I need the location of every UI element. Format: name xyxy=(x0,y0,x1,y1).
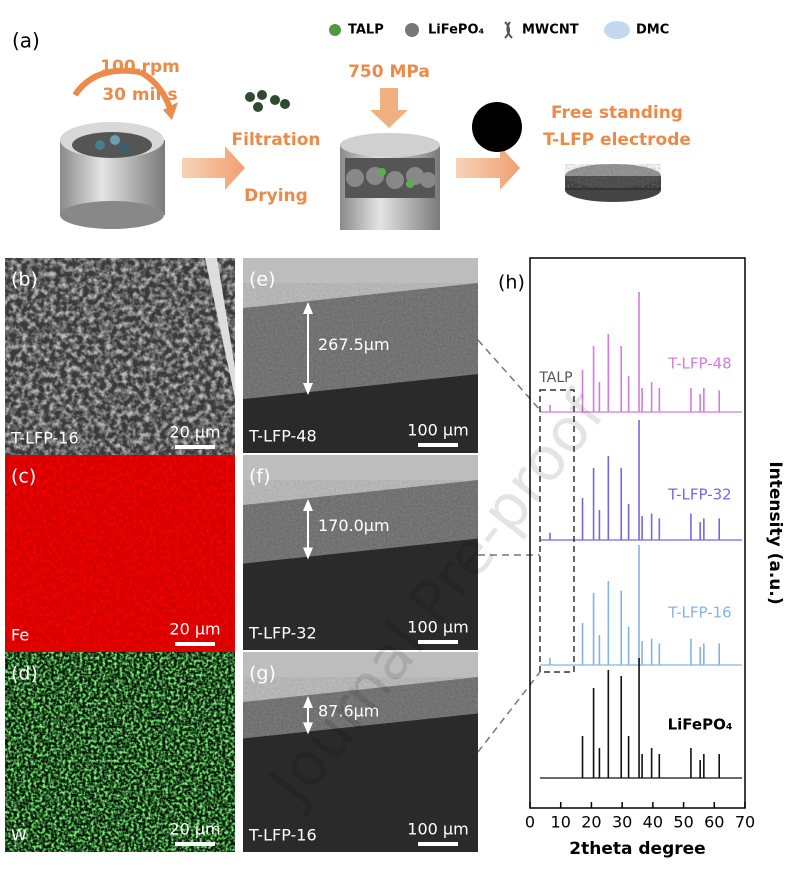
step-label: Drying xyxy=(244,186,308,206)
micrograph: 87.6μm (g) T-LFP-16 100 μm xyxy=(243,652,478,852)
section-grain xyxy=(243,480,478,564)
talp-box xyxy=(539,389,575,673)
panel-label: (c) xyxy=(11,466,36,488)
scale-label: 100 μm xyxy=(407,820,468,839)
legend-entry: DMC xyxy=(636,23,669,38)
scale-label: 20 μm xyxy=(169,423,220,442)
section-bottom xyxy=(243,374,478,453)
legend-entry: MWCNT xyxy=(522,23,579,38)
thickness-label: 170.0μm xyxy=(318,516,390,535)
section-grain xyxy=(243,283,478,399)
x-tick-label: 10 xyxy=(551,813,571,832)
x-tick-label: 60 xyxy=(704,813,724,832)
scale-label: 20 μm xyxy=(169,820,220,839)
arrow-head xyxy=(303,696,313,708)
step-label: 750 MPa xyxy=(348,62,430,82)
scale-bar xyxy=(418,443,458,447)
step-label: Free standing xyxy=(551,103,683,123)
scale-bar xyxy=(418,640,458,644)
plot-frame xyxy=(529,257,746,809)
panel-label: (g) xyxy=(249,663,276,685)
micrograph: 267.5μm (e) T-LFP-48 100 μm xyxy=(243,258,478,453)
micrograph: (d) W 20 μm xyxy=(5,652,235,852)
x-tick-label: 70 xyxy=(735,813,755,832)
x-tick-label: 50 xyxy=(673,813,693,832)
sem-texture xyxy=(5,258,235,455)
x-tick-label: 30 xyxy=(612,813,632,832)
schematic-graphics xyxy=(60,21,661,230)
caption: W xyxy=(11,826,27,845)
micrograph: (b) T-LFP-16 20 μm xyxy=(5,258,235,455)
y-axis-label: Intensity (a.u.) xyxy=(765,461,785,604)
panel-label: (a) xyxy=(12,29,40,53)
arrow-head xyxy=(303,547,313,560)
x-tick-label: 40 xyxy=(643,813,663,832)
panel-label: (e) xyxy=(249,269,276,291)
map-texture xyxy=(5,455,235,652)
caption: Fe xyxy=(11,626,29,645)
series-label: T-LFP-48 xyxy=(667,355,731,373)
section-grain xyxy=(243,677,478,739)
legend-entry: LiFePO₄ xyxy=(428,23,484,38)
micrograph: 170.0μm (f) T-LFP-32 100 μm xyxy=(243,455,478,650)
step-label: 30 mins xyxy=(102,85,177,105)
series-label: T-LFP-32 xyxy=(667,486,731,504)
thickness-label: 87.6μm xyxy=(318,702,379,721)
sem-edge xyxy=(205,258,235,398)
series-label: T-LFP-16 xyxy=(667,604,731,622)
legend-entry: TALP xyxy=(348,23,384,38)
scale-bar xyxy=(175,642,215,646)
panel-label: (b) xyxy=(11,269,38,291)
panel-label: (h) xyxy=(498,272,525,294)
micrographs: (b) T-LFP-16 20 μm (c) Fe 20 μm (d) W 20 μm 267.5… xyxy=(5,258,478,852)
panel-label: (d) xyxy=(11,663,38,685)
xrd-chart: T-LFP-48 T-LFP-32 T-LFP-16 LiFePO₄ TALP (h) 0 1… xyxy=(477,257,785,859)
caption: T-LFP-48 xyxy=(248,427,317,446)
step-label: 100 rpm xyxy=(100,57,180,77)
scale-label: 100 μm xyxy=(407,618,468,637)
annotation: TALP xyxy=(538,370,572,386)
legend-icons xyxy=(329,21,630,39)
thickness-label: 267.5μm xyxy=(318,335,390,354)
scale-bar xyxy=(175,445,215,449)
scale-label: 100 μm xyxy=(407,421,468,440)
arrow-head xyxy=(303,383,313,395)
map-texture xyxy=(5,652,235,852)
scale-bar xyxy=(418,842,458,846)
x-tick-label: 20 xyxy=(581,813,601,832)
panel-label: (f) xyxy=(249,466,271,488)
caption: T-LFP-32 xyxy=(248,624,317,643)
section-bottom xyxy=(243,538,478,650)
micrograph: (c) Fe 20 μm xyxy=(5,455,235,652)
x-axis-label: 2theta degree xyxy=(569,839,705,859)
x-tick-label: 0 xyxy=(525,813,535,832)
arrow-head xyxy=(303,302,313,314)
caption: T-LFP-16 xyxy=(248,826,317,845)
section-bottom xyxy=(243,713,478,852)
step-label: T-LFP electrode xyxy=(543,130,691,150)
scale-label: 20 μm xyxy=(169,620,220,639)
step-label: Filtration xyxy=(232,130,321,150)
caption: T-LFP-16 xyxy=(10,429,79,448)
arrow-head xyxy=(303,722,313,735)
scale-bar xyxy=(175,842,215,846)
arrow-head xyxy=(303,499,313,511)
series-label: LiFePO₄ xyxy=(668,716,733,734)
